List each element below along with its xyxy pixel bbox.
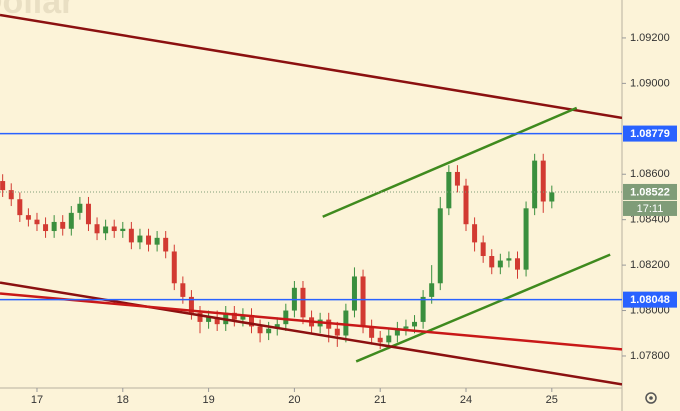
countdown: 17:11 (637, 203, 664, 215)
candle-body (103, 226, 109, 234)
gear-ring (645, 392, 657, 404)
candle-body (472, 224, 478, 243)
hline-label: 1.08779 (630, 128, 670, 140)
candle-body (85, 203, 91, 225)
y-tick-label: 1.09000 (630, 77, 670, 89)
candle-body (480, 242, 486, 257)
candle-body (283, 310, 289, 325)
hline-label-box (623, 125, 677, 142)
candle-body (43, 224, 49, 232)
candle-body (454, 171, 460, 186)
candle-body (334, 328, 340, 336)
candle-body (403, 326, 409, 329)
y-tick-label: 1.08200 (630, 259, 670, 271)
candle-body (171, 251, 177, 284)
y-tick-label: 1.08400 (630, 214, 670, 226)
candle-body (266, 328, 272, 334)
candle-body (394, 328, 400, 336)
candle-body (231, 312, 237, 320)
candle-body (154, 237, 160, 245)
candle-body (523, 208, 529, 270)
candle-body (137, 235, 143, 243)
candle-body (437, 208, 443, 284)
candle-body (94, 224, 100, 234)
candle-body (214, 317, 220, 325)
candle-body (412, 321, 418, 327)
candle-body (206, 317, 212, 322)
candle-body (343, 310, 349, 336)
trend-line (355, 253, 611, 363)
candle-body (34, 219, 40, 225)
candle-body (369, 326, 375, 338)
candle-body (240, 315, 246, 320)
x-tick-label: 19 (202, 394, 214, 406)
candle-body (51, 221, 57, 232)
candle-body (497, 260, 503, 268)
candle-body (549, 192, 555, 202)
last-price-label-box (623, 183, 677, 200)
last-price-label: 1.08522 (630, 186, 670, 198)
candle-body (111, 226, 117, 232)
candle-body (17, 199, 23, 216)
x-tick-label: 24 (460, 394, 472, 406)
candle-body (257, 326, 263, 334)
candle-body (489, 256, 495, 268)
settings-icon[interactable] (645, 392, 657, 404)
candle-body (60, 221, 66, 229)
x-tick-label: 25 (546, 394, 558, 406)
candle-body (25, 215, 31, 220)
y-tick-label: 1.08600 (630, 168, 670, 180)
candle-body (128, 228, 134, 243)
x-tick-label: 20 (288, 394, 300, 406)
x-tick-label: 17 (31, 394, 43, 406)
candle-body (120, 228, 126, 232)
candle-body (386, 335, 392, 343)
candle-body (146, 235, 152, 245)
candle-body (77, 203, 83, 213)
candle-body (360, 276, 366, 327)
candle-body (532, 160, 538, 209)
candle-body (446, 171, 452, 209)
candle-body (248, 315, 254, 327)
x-tick-label: 18 (117, 394, 129, 406)
candle-body (429, 283, 435, 297)
x-tick-label: 21 (374, 394, 386, 406)
y-tick-label: 1.09200 (630, 32, 670, 44)
candle-body (506, 258, 512, 261)
candle-body (197, 312, 203, 322)
countdown-box (623, 200, 677, 216)
candle-body (377, 337, 383, 343)
trend-line (322, 106, 578, 218)
candle-body (0, 181, 6, 191)
candle-body (514, 258, 520, 270)
watermark: Dollar (0, 0, 74, 21)
trend-line (0, 13, 622, 120)
candle-body (188, 296, 194, 313)
candle-body (274, 324, 280, 329)
candle-body (351, 276, 357, 311)
candle-body (540, 160, 546, 202)
gear-hub (649, 396, 653, 400)
candle-body (420, 296, 426, 322)
hline-label-box (623, 291, 677, 308)
candle-body (180, 283, 186, 297)
candle-body (163, 237, 169, 252)
candle-body (463, 185, 469, 225)
candle-body (8, 190, 14, 200)
hline-label: 1.08048 (630, 294, 670, 306)
candle-body (300, 287, 306, 318)
trend-line (0, 292, 622, 351)
candle-body (68, 212, 74, 229)
y-tick-label: 1.07800 (630, 350, 670, 362)
